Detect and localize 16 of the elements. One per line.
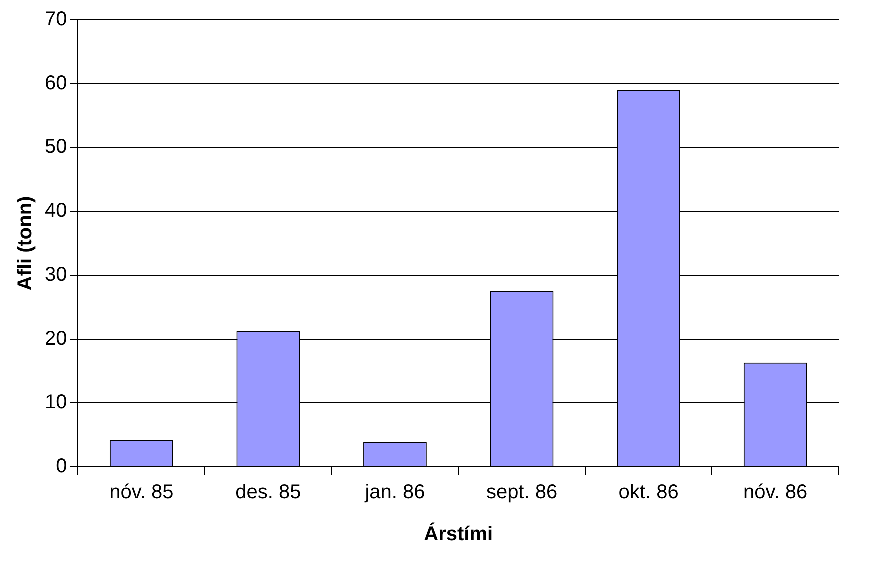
y-tick-label: 60	[44, 72, 68, 94]
y-tick-label: 20	[44, 328, 68, 350]
y-tick-label: 50	[44, 136, 68, 158]
y-tick-label: 30	[44, 264, 68, 286]
y-tick-label: 0	[56, 456, 68, 478]
y-tick-label: 40	[44, 200, 68, 222]
x-tick-label: des. 85	[236, 482, 302, 504]
x-tick-label: jan. 86	[364, 482, 426, 504]
y-axis-title: Afli (tonn)	[14, 196, 37, 291]
x-tick-label: sept. 86	[486, 482, 558, 504]
x-tick-label: okt. 86	[618, 482, 679, 504]
x-tick-label: nóv. 85	[110, 482, 174, 504]
y-tick-label: 70	[44, 8, 68, 31]
x-tick-label: nóv. 86	[744, 482, 808, 504]
y-tick-label: 10	[44, 392, 68, 414]
x-axis-title: Árstími	[424, 522, 494, 546]
